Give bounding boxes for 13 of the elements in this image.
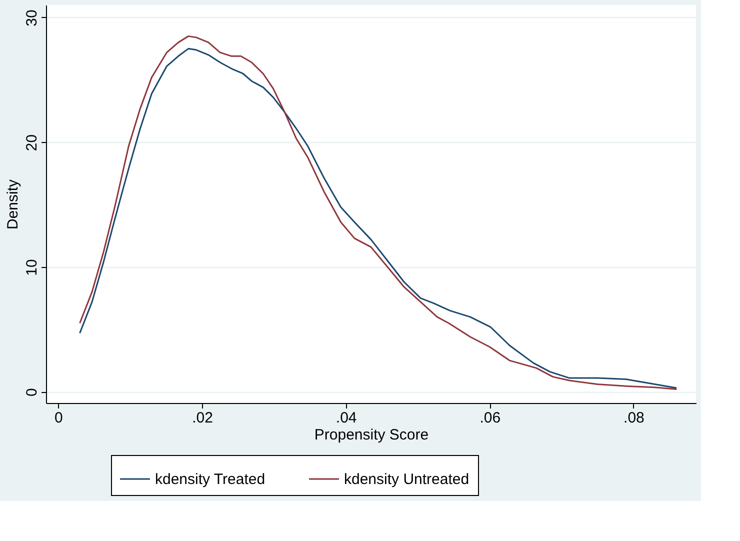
legend-label: kdensity Untreated — [344, 471, 470, 488]
x-axis-title: Propensity Score — [314, 426, 429, 444]
y-tick-label: 30 — [24, 10, 40, 26]
x-tick-label: .04 — [336, 410, 357, 426]
y-tick-label: 20 — [24, 134, 40, 152]
y-tick-label: 10 — [24, 259, 40, 276]
legend-label: kdensity Treated — [155, 471, 266, 488]
y-axis-title: Density — [4, 179, 22, 230]
x-tick-label: .08 — [624, 410, 644, 426]
x-tick-label: .02 — [192, 410, 213, 426]
x-tick-label: .06 — [480, 410, 501, 426]
x-tick-label: 0 — [54, 410, 63, 426]
y-tick-label: 0 — [24, 388, 40, 396]
